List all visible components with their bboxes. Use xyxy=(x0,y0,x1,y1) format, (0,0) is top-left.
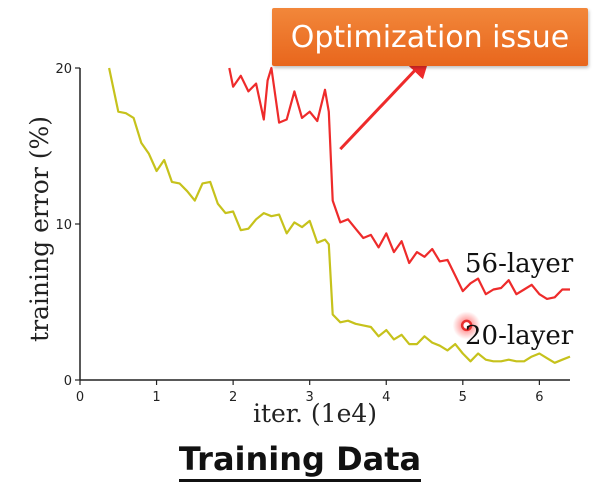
ticks: 0 1 2 3 4 5 6 0 10 20 xyxy=(55,62,543,405)
caption-text: Training Data xyxy=(178,440,422,482)
callout-text: Optimization issue xyxy=(290,19,570,55)
x-tick-label: 5 xyxy=(459,390,467,405)
y-tick-label: 0 xyxy=(64,374,72,389)
optimization-issue-callout: Optimization issue xyxy=(272,8,588,66)
x-tick-label: 0 xyxy=(76,390,84,405)
callout-arrow xyxy=(339,53,431,151)
series-line-20-layer xyxy=(108,67,571,364)
annotation-layer xyxy=(339,53,481,340)
x-axis-label: iter. (1e4) xyxy=(253,399,377,428)
slide-caption: Training Data xyxy=(0,440,600,482)
x-tick-label: 6 xyxy=(535,390,543,405)
y-axis-label: training error (%) xyxy=(25,116,54,342)
x-tick-label: 1 xyxy=(152,390,160,405)
series-line-56-layer xyxy=(228,66,570,300)
series-label-20-layer: 20-layer xyxy=(465,321,574,351)
x-tick-label: 2 xyxy=(229,390,237,405)
x-tick-label: 4 xyxy=(382,390,390,405)
y-tick-label: 20 xyxy=(55,62,72,77)
y-tick-label: 10 xyxy=(55,218,72,233)
highlight-marker xyxy=(460,319,473,332)
x-tick-label: 3 xyxy=(306,390,314,405)
series-layer xyxy=(108,66,571,364)
series-label-56-layer: 56-layer xyxy=(465,249,574,279)
